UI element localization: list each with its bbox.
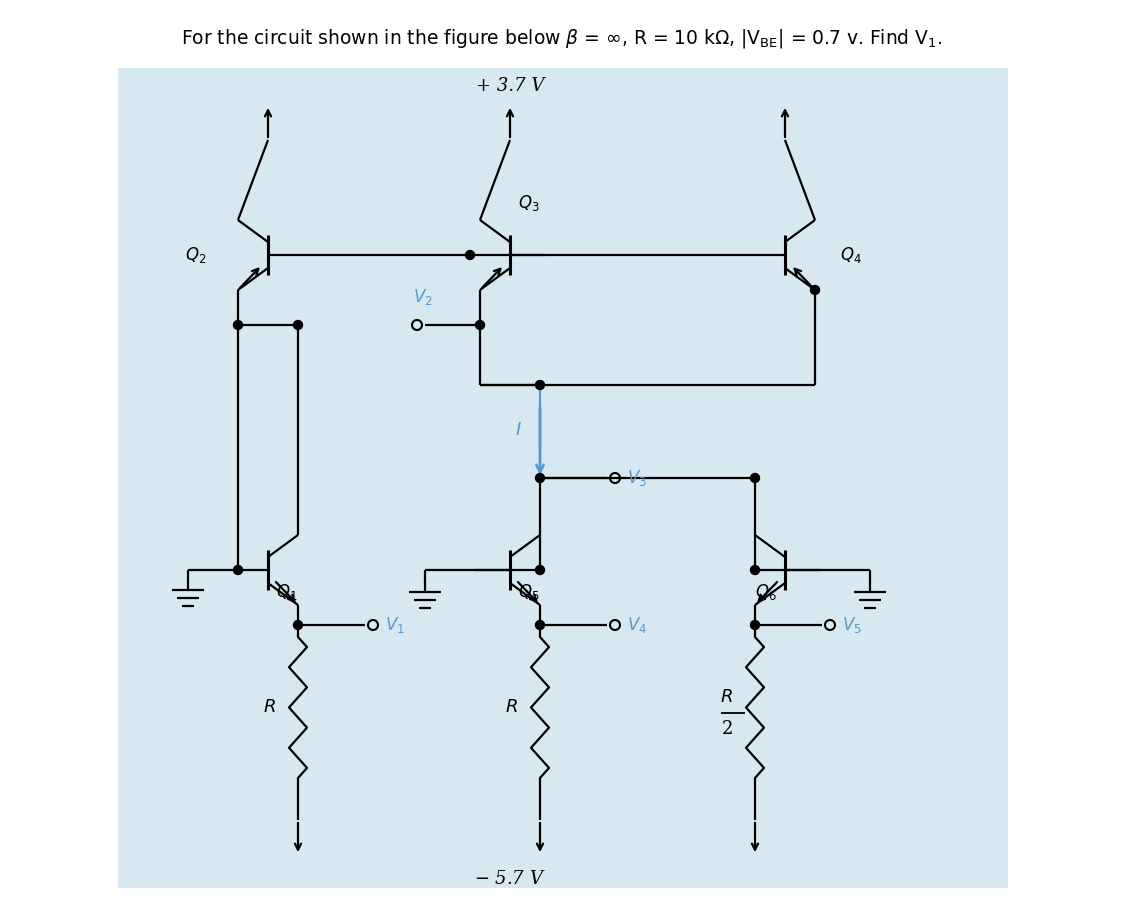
Text: $Q_4$: $Q_4$ xyxy=(840,245,862,265)
Circle shape xyxy=(234,565,243,575)
Text: $I$: $I$ xyxy=(515,421,522,439)
Circle shape xyxy=(536,473,544,482)
Text: $Q_5$: $Q_5$ xyxy=(518,582,540,602)
Bar xyxy=(118,68,1008,888)
Text: $R$: $R$ xyxy=(263,698,276,716)
Text: $Q_3$: $Q_3$ xyxy=(518,193,540,213)
Text: $V_5$: $V_5$ xyxy=(842,615,862,635)
Text: $Q_1$: $Q_1$ xyxy=(276,582,297,602)
Text: $V_2$: $V_2$ xyxy=(413,287,433,307)
Text: $-$ 5.7 V: $-$ 5.7 V xyxy=(474,870,546,888)
Text: For the circuit shown in the figure below $\beta$ = $\infty$, R = 10 k$\Omega$, : For the circuit shown in the figure belo… xyxy=(181,27,943,49)
Text: 2: 2 xyxy=(721,720,734,738)
Circle shape xyxy=(810,285,819,295)
Circle shape xyxy=(294,320,303,329)
Circle shape xyxy=(294,620,303,630)
Circle shape xyxy=(536,565,544,575)
Text: $V_1$: $V_1$ xyxy=(385,615,405,635)
Circle shape xyxy=(536,381,544,390)
Text: + 3.7 V: + 3.7 V xyxy=(476,77,544,95)
Circle shape xyxy=(466,251,475,260)
Text: $Q_6$: $Q_6$ xyxy=(755,582,777,602)
Circle shape xyxy=(750,620,759,630)
Text: $V_3$: $V_3$ xyxy=(627,468,647,488)
Text: $R$: $R$ xyxy=(720,688,734,706)
Text: $Q_2$: $Q_2$ xyxy=(184,245,206,265)
Circle shape xyxy=(750,565,759,575)
Circle shape xyxy=(234,320,243,329)
Circle shape xyxy=(476,320,485,329)
Circle shape xyxy=(536,620,544,630)
Circle shape xyxy=(750,473,759,482)
Text: $V_4$: $V_4$ xyxy=(627,615,647,635)
Text: $R$: $R$ xyxy=(505,698,518,716)
